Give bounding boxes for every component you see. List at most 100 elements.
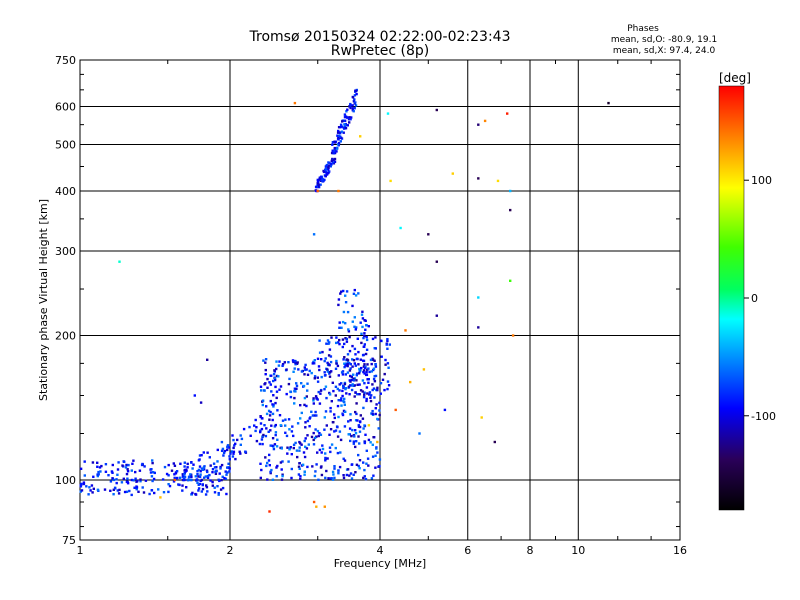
data-point [327, 342, 330, 345]
y-tick-label: 750 [55, 54, 76, 67]
data-point [349, 363, 352, 366]
data-point [97, 470, 100, 474]
data-point [343, 425, 347, 428]
data-point [258, 442, 262, 446]
data-point [336, 143, 340, 146]
data-point [318, 432, 321, 435]
data-point [254, 429, 257, 433]
data-point [196, 473, 199, 476]
data-point [363, 372, 366, 375]
data-point [363, 468, 366, 472]
data-point [328, 391, 331, 395]
x-tick-label: 1 [77, 544, 84, 557]
data-point [183, 475, 187, 479]
data-point [260, 438, 264, 441]
x-axis-label: Frequency [MHz] [334, 557, 426, 570]
data-point [334, 446, 337, 450]
data-point [181, 489, 184, 492]
data-point [231, 455, 235, 458]
x-tick-label: 8 [527, 544, 534, 557]
data-point [217, 478, 220, 481]
data-point [331, 149, 334, 152]
data-point [269, 429, 272, 432]
data-point [353, 98, 356, 101]
data-point [350, 388, 354, 392]
data-point [267, 459, 271, 462]
data-point [372, 436, 375, 439]
data-point [194, 475, 197, 478]
data-point [343, 127, 346, 130]
data-point [327, 164, 331, 167]
data-point [363, 393, 366, 396]
x-tick-label: 2 [227, 544, 234, 557]
data-point [373, 359, 376, 362]
data-point [315, 505, 318, 508]
data-point [261, 435, 264, 438]
data-point [167, 483, 170, 486]
data-point [363, 475, 366, 478]
data-point [367, 367, 370, 370]
data-point [350, 477, 354, 480]
data-point [216, 460, 219, 463]
data-point [343, 382, 347, 386]
data-point [353, 107, 356, 110]
data-point [186, 478, 190, 482]
data-point [359, 321, 362, 324]
data-point [345, 110, 348, 113]
data-point [141, 462, 144, 466]
data-point [277, 375, 280, 378]
y-tick-label: 100 [55, 474, 76, 487]
data-point [333, 467, 336, 470]
data-point [162, 491, 166, 494]
data-point [274, 423, 277, 427]
data-point [373, 375, 376, 378]
data-point [275, 475, 278, 478]
data-point [295, 362, 299, 365]
data-point [333, 140, 336, 143]
data-point [355, 412, 358, 416]
data-point [111, 471, 114, 474]
data-point [302, 451, 306, 454]
data-point [232, 438, 235, 442]
data-point [266, 377, 269, 381]
data-point [371, 455, 375, 458]
data-point [342, 474, 345, 477]
data-point [509, 279, 512, 282]
data-point [206, 451, 209, 454]
data-point [153, 471, 156, 475]
data-point [266, 386, 269, 389]
data-point [427, 233, 430, 236]
data-point [353, 347, 357, 351]
data-point [323, 374, 327, 377]
data-point [304, 363, 307, 367]
data-point [343, 403, 346, 406]
data-point [493, 440, 496, 444]
data-point [336, 364, 340, 368]
data-point [296, 361, 299, 364]
data-point [418, 432, 421, 435]
data-point [354, 353, 357, 356]
data-point [197, 487, 201, 490]
data-point [293, 359, 296, 363]
data-point [294, 441, 297, 445]
data-point [353, 377, 357, 380]
data-point [363, 382, 366, 385]
data-point [326, 168, 330, 171]
data-point [306, 434, 309, 437]
data-point [328, 393, 332, 396]
data-point [353, 435, 356, 438]
data-point [319, 433, 323, 436]
data-point [190, 475, 193, 479]
data-point [201, 468, 204, 471]
data-point [334, 367, 338, 370]
data-point [275, 445, 279, 448]
data-point [325, 171, 329, 175]
data-point [327, 477, 330, 480]
data-point [292, 370, 295, 373]
data-point [221, 475, 224, 478]
data-point [349, 374, 352, 378]
data-point [352, 110, 355, 113]
data-point [144, 479, 148, 482]
data-point [435, 108, 438, 112]
data-point [384, 358, 387, 362]
